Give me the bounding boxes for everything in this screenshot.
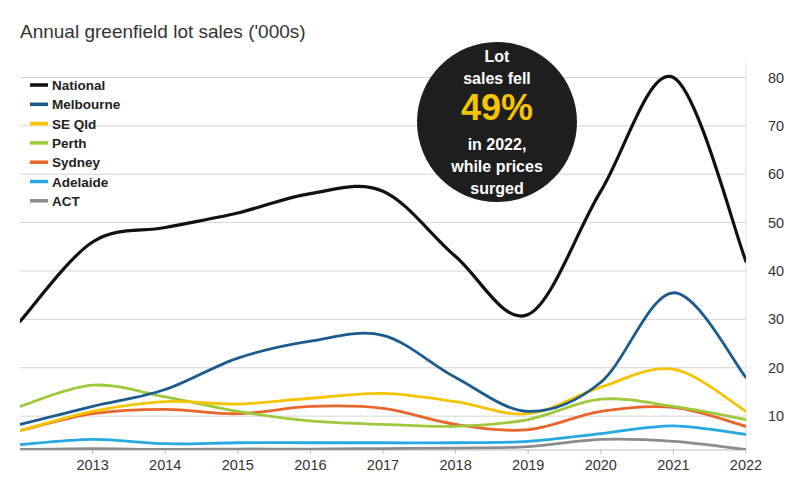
y-tick-label: 50 — [768, 215, 784, 231]
y-tick-label: 60 — [768, 166, 784, 182]
grid-line — [20, 222, 746, 223]
legend-label: Melbourne — [52, 97, 121, 112]
x-tick-label: 2020 — [585, 457, 617, 473]
x-tick — [92, 450, 93, 454]
x-tick — [237, 450, 238, 454]
annotation-text: sales fell — [463, 70, 531, 87]
legend-swatch — [30, 122, 48, 126]
legend-swatch — [30, 83, 48, 87]
legend-swatch — [30, 199, 48, 203]
x-tick-label: 2014 — [149, 457, 181, 473]
y-tick-label: 40 — [768, 263, 784, 279]
grid-line — [20, 319, 746, 320]
y-tick-label: 70 — [768, 118, 784, 134]
x-tick-label: 2019 — [512, 457, 544, 473]
x-tick-label: 2018 — [439, 457, 471, 473]
legend-label: SE Qld — [52, 117, 96, 132]
x-tick — [165, 450, 166, 454]
y-tick-label: 80 — [768, 70, 784, 86]
legend-swatch — [30, 160, 48, 164]
legend-label: Adelaide — [52, 175, 109, 190]
x-tick-label: 2021 — [657, 457, 689, 473]
y-tick-label: 20 — [768, 360, 784, 376]
grid-line — [20, 77, 746, 78]
grid-line — [20, 367, 746, 368]
x-tick — [673, 450, 674, 454]
y-tick-label: 10 — [768, 408, 784, 424]
legend-label: National — [52, 78, 105, 93]
annotation-text: in 2022, — [468, 136, 527, 153]
legend: National Melbourne SE Qld Perth Sydney Adelai… — [30, 78, 121, 209]
legend-swatch — [30, 180, 48, 184]
y-tick-label: 30 — [768, 311, 784, 327]
series-line — [20, 426, 746, 445]
x-tick-label: 2022 — [730, 457, 762, 473]
annotation-text: while prices — [450, 158, 543, 175]
annotation-text: surged — [470, 180, 523, 197]
series-line — [20, 406, 746, 431]
legend-swatch — [30, 141, 48, 145]
x-tick — [455, 450, 456, 454]
legend-label: Perth — [52, 136, 87, 151]
x-tick-label: 2017 — [367, 457, 399, 473]
x-tick — [383, 450, 384, 454]
legend-swatch — [30, 103, 48, 107]
series-line — [20, 76, 746, 321]
grid-line — [20, 174, 746, 175]
x-tick — [310, 450, 311, 454]
x-tick — [528, 450, 529, 454]
x-tick-label: 2013 — [76, 457, 108, 473]
legend-label: ACT — [52, 194, 80, 209]
annotation-text: 49% — [461, 87, 533, 128]
x-tick-label: 2016 — [294, 457, 326, 473]
annotation-circle — [417, 42, 577, 202]
x-tick — [746, 450, 747, 454]
annotation-text: Lot — [485, 48, 511, 65]
grid-line — [20, 416, 746, 417]
annotation: Lot sales fell49% in 2022, while prices surg… — [417, 42, 577, 202]
title: Annual greenfield lot sales ('000s) — [20, 21, 306, 42]
series-line — [20, 293, 746, 425]
chart: Annual greenfield lot sales ('000s) 10 20 3… — [0, 0, 801, 486]
x-tick-label: 2015 — [222, 457, 254, 473]
grid-line — [20, 271, 746, 272]
plot-area — [20, 76, 746, 449]
x-tick — [600, 450, 601, 454]
grid-line — [20, 125, 746, 126]
legend-label: Sydney — [52, 155, 101, 170]
